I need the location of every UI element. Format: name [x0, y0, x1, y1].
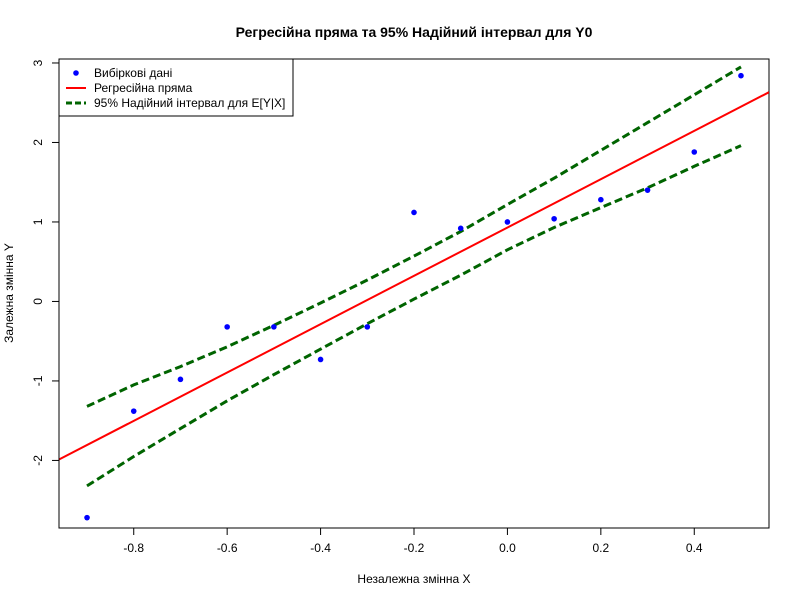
y-tick-label: 2 [31, 139, 45, 146]
confidence-band-lower [86, 144, 742, 488]
x-tick-label: -0.8 [123, 541, 144, 555]
data-point [364, 324, 371, 330]
y-tick-label: -1 [31, 375, 45, 386]
data-point [457, 225, 464, 232]
data-point [644, 187, 651, 193]
data-point [271, 324, 277, 330]
legend-label: Вибіркові дані [94, 66, 172, 80]
data-point [177, 376, 184, 383]
x-axis: -0.8 -0.6 -0.4 -0.2 0.0 0.2 0.4 [123, 527, 703, 555]
x-axis-label: Незалежна змінна X [357, 572, 470, 586]
plot-area-frame [58, 58, 770, 529]
confidence-band-upper [86, 65, 742, 408]
legend-box [58, 58, 294, 117]
plot-layer [59, 65, 769, 521]
data-point [504, 219, 511, 225]
y-tick-label: 0 [31, 298, 45, 305]
legend-label: 95% Надійний інтервал для E[Y|X] [94, 96, 285, 110]
x-tick-label: 0.4 [686, 541, 703, 555]
regression-line [59, 91, 769, 461]
x-tick-label: -0.6 [217, 541, 238, 555]
x-tick-label: -0.2 [404, 541, 425, 555]
data-point [598, 196, 604, 203]
data-point [411, 209, 417, 216]
x-tick-label: -0.4 [310, 541, 331, 555]
y-tick-label: 1 [31, 218, 45, 225]
y-axis-label: Залежна змінна Y [2, 243, 16, 343]
x-tick-label: 0.2 [592, 541, 609, 555]
data-point [224, 324, 230, 330]
data-point [551, 215, 557, 222]
y-axis: -2 -1 0 1 2 3 [31, 59, 60, 466]
data-point [317, 356, 324, 363]
data-point [84, 514, 90, 521]
data-point [738, 72, 744, 79]
chart-title: Регресійна пряма та 95% Надійний інтерва… [236, 24, 593, 40]
y-tick-label: -2 [31, 455, 45, 466]
legend-key-points [73, 70, 79, 76]
data-point [130, 408, 137, 414]
x-tick-label: 0.0 [499, 541, 516, 555]
data-point [691, 149, 698, 155]
y-tick-label: 3 [31, 59, 45, 66]
legend-label: Регресійна пряма [94, 81, 193, 95]
